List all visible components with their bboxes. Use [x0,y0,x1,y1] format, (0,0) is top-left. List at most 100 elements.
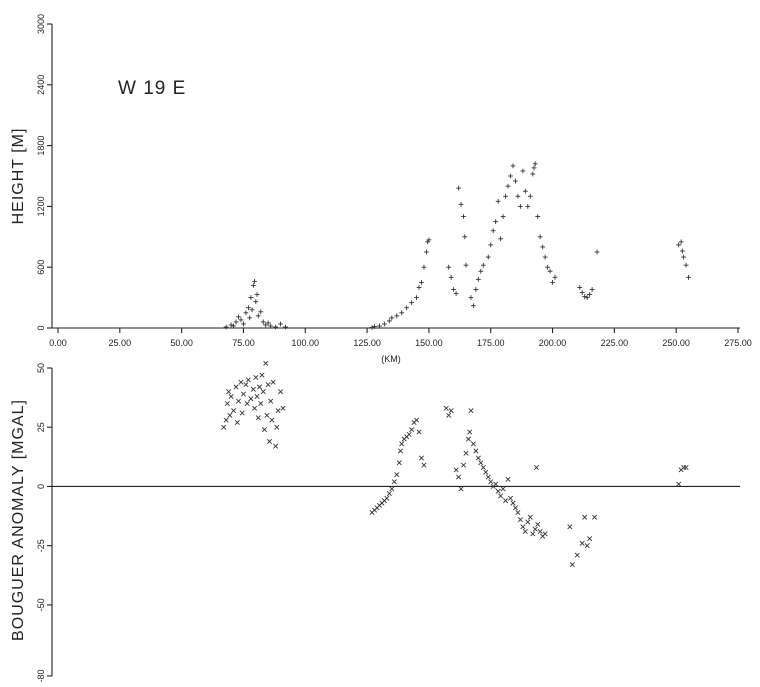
height-point [537,234,543,240]
height-point [283,324,288,330]
height-point [456,185,461,191]
anomaly-y-tick-label: 25 [36,422,46,432]
anomaly-point [468,408,474,414]
anomaly-point [414,417,420,423]
anomaly-point [542,531,548,537]
anomaly-point [537,528,543,534]
x-tick-label: 150.00 [415,338,443,348]
height-point [243,310,249,316]
height-point [253,299,259,305]
height-point [471,303,476,309]
x-tick-label: 225.00 [601,338,629,348]
anomaly-point [465,436,471,442]
height-point [404,305,410,311]
x-tick-label: 100.00 [292,338,320,348]
height-point [508,173,513,179]
anomaly-point [252,405,258,411]
anomaly-point [532,526,538,532]
height-point [414,295,419,300]
height-point [505,183,511,189]
height-point [462,234,468,240]
height-point [448,274,454,280]
anomaly-point [253,374,259,380]
height-point [248,295,254,300]
anomaly-y-axis-label: BOUGUER ANOMALY [MGAL] [10,399,27,641]
height-y-tick-label: 600 [36,260,46,275]
height-point [461,214,466,219]
anomaly-point [238,379,244,385]
height-point [475,276,481,282]
anomaly-point [227,412,233,418]
anomaly-point [461,462,467,468]
x-tick-label: 175.00 [477,338,505,348]
anomaly-point [507,495,514,501]
height-point [369,325,375,330]
anomaly-point [386,491,392,497]
anomaly-y-ticks: 50 25 0 -25 -50 -80 [36,363,52,683]
anomaly-y-tick-label: -50 [36,598,46,611]
anomaly-point [418,455,425,461]
anomaly-point [448,408,454,414]
anomaly-point [683,464,689,471]
anomaly-point [396,460,402,466]
anomaly-point [475,455,481,461]
anomaly-point [421,462,427,468]
height-y-tick-label: 1800 [36,136,46,156]
anomaly-points [221,360,689,568]
height-point [386,318,392,324]
height-point [265,320,271,326]
height-point [531,165,537,171]
height-point [426,237,432,243]
height-points [223,161,691,330]
height-point [268,323,274,329]
anomaly-point [522,528,528,534]
height-point [473,287,479,292]
anomaly-point [574,552,580,558]
anomaly-point [264,412,270,418]
height-point [594,249,600,255]
anomaly-point [263,360,269,366]
anomaly-panel: 50 25 0 -25 -50 -80 BOUGUER ANOMALY [MGAL] [10,360,740,683]
anomaly-point [221,424,227,430]
anomaly-point [470,441,476,447]
height-point [515,193,521,199]
height-y-axis-label: HEIGHT [M] [10,128,27,225]
height-point [535,214,541,219]
x-axis-unit-label: (KM) [381,354,401,364]
height-y-tick-label: 2400 [36,75,46,95]
anomaly-point [525,519,531,525]
anomaly-point [409,427,415,433]
anomaly-point [268,398,274,404]
height-point [527,193,533,199]
anomaly-point [456,474,462,480]
anomaly-point [397,448,403,454]
height-point [247,315,253,321]
height-point [676,242,682,248]
anomaly-point [244,401,250,407]
height-point [480,262,486,268]
anomaly-point [231,408,237,414]
height-point [231,323,236,329]
anomaly-point [233,384,239,390]
height-point [679,248,685,254]
anomaly-point [483,469,489,475]
height-panel: 0 600 1200 1800 2400 3000 0.00 25.00 50.00 75.00… [10,14,752,364]
anomaly-point [275,408,281,414]
height-point [683,262,689,268]
height-point [520,168,526,174]
height-point [478,268,484,274]
anomaly-point [485,474,491,480]
profile-label: W 19 E [118,78,186,99]
height-point [545,264,550,270]
anomaly-point [254,393,260,399]
anomaly-point [261,427,267,433]
height-y-ticks: 0 600 1200 1800 2400 3000 [36,14,52,331]
anomaly-point [582,514,588,520]
anomaly-point [274,424,280,430]
height-point [518,204,523,209]
height-point [589,287,595,292]
anomaly-y-tick-label: -80 [36,669,46,682]
anomaly-point [394,472,400,478]
